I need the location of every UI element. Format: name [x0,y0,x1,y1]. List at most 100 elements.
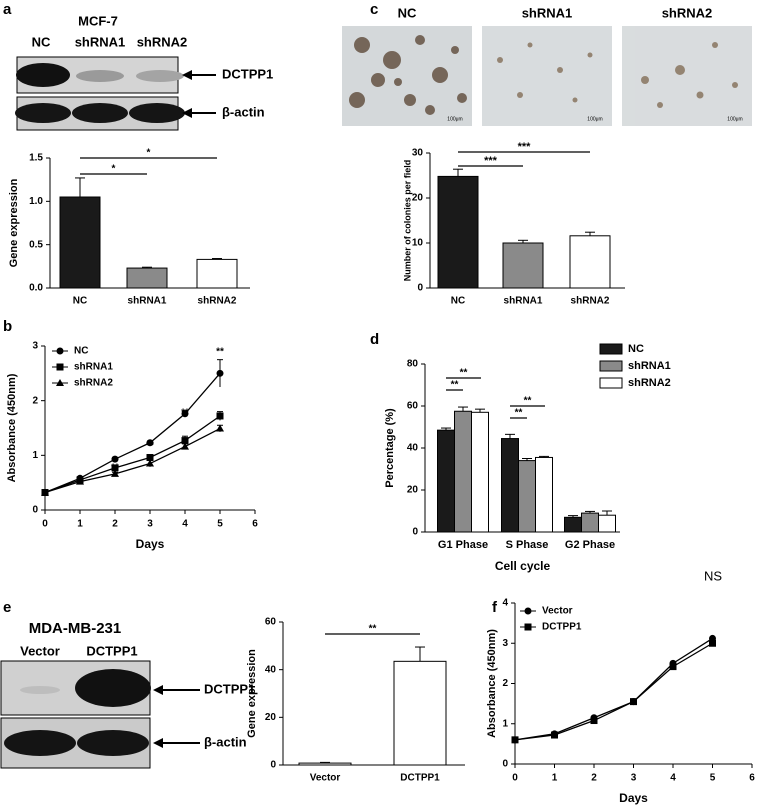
marker [146,454,154,462]
x-tick-label: 5 [710,773,716,784]
x-tick-label: DCTPP1 [400,773,440,784]
bar [59,196,101,289]
x-tick-label: G2 Phase [565,539,615,551]
legend-label: Vector [542,606,573,617]
colony-image [482,26,612,126]
y-tick-label: 2 [502,678,508,689]
bar [126,267,168,289]
panel-label: c [370,1,378,18]
legend-marker [56,363,64,371]
panel-label: b [3,318,12,335]
x-tick-label: 2 [112,519,118,530]
x-tick-label: NC [73,296,87,307]
y-tick-label: 20 [412,193,424,204]
significance-label: ** [515,408,523,419]
cell-line: MDA-MB-231 [29,620,122,637]
panel-label: d [370,331,379,348]
y-tick-label: 10 [412,238,424,249]
bar [454,410,472,533]
bar [518,460,536,533]
cell-line: MCF-7 [78,13,118,28]
y-axis-label: Gene expression [8,178,20,267]
x-axis-label: Days [619,791,648,805]
panel-label: a [3,1,12,18]
bar [581,512,599,533]
y-tick-label: 60 [407,401,419,412]
y-tick-label: 20 [407,485,419,496]
legend-marker [524,607,532,615]
marker [181,437,189,445]
significance-label: ** [460,368,468,379]
lane-label: NC [32,34,51,49]
marker [146,439,154,447]
legend-marker [56,379,64,386]
x-tick-label: shRNA1 [504,296,543,307]
lane-label: shRNA2 [137,34,188,49]
significance-label: ** [451,380,459,391]
legend-swatch [599,360,623,372]
x-tick-label: NC [451,296,465,307]
y-tick-label: 1 [32,450,38,461]
marker [216,412,224,420]
legend-swatch [599,377,623,389]
x-tick-label: 3 [631,773,637,784]
y-tick-label: 3 [502,638,508,649]
significance-label: ** [216,347,224,358]
y-tick-label: 0 [270,760,276,771]
line [44,415,221,494]
lane-label: shRNA1 [75,34,126,49]
significance-label: ** [146,441,154,452]
marker [181,442,189,450]
bar [535,456,553,533]
bar [437,175,479,289]
bar [196,258,238,289]
y-tick-label: 40 [407,443,419,454]
legend-label: shRNA1 [74,362,113,373]
x-tick-label: shRNA2 [571,296,610,307]
significance-label: ** [524,396,532,407]
colony-image [342,26,472,126]
scale-bar: 100μm [587,116,602,122]
y-tick-label: 1 [502,718,508,729]
x-tick-label: 0 [512,773,518,784]
bar [393,660,447,766]
x-tick-label: 4 [182,519,188,530]
lane-label: shRNA1 [522,5,573,20]
marker [111,469,119,477]
y-tick-label: 0 [502,759,508,770]
marker [216,369,224,377]
blot [15,56,216,131]
lane-label: Vector [20,643,60,658]
panel-label: e [3,599,11,616]
y-axis-label: Absorbance (450nm) [6,373,18,482]
legend-label: NC [74,346,88,357]
y-tick-label: 3 [32,341,38,352]
legend-label: DCTPP1 [542,622,582,633]
x-tick-label: S Phase [506,539,549,551]
y-axis-label: Absorbance (450nm) [486,629,498,738]
x-tick-label: 0 [42,519,48,530]
line [44,427,221,494]
band-label: DCTPP1 [222,66,273,81]
band-label: β-actin [222,104,265,119]
x-tick-label: 4 [670,773,676,784]
marker [111,464,119,472]
y-tick-label: 1.0 [29,196,43,207]
band-label: β-actin [204,734,247,749]
marker [181,410,189,418]
marker [76,477,84,485]
legend-label: shRNA2 [74,378,113,389]
significance-label: NS [704,568,722,583]
x-tick-label: 1 [77,519,83,530]
x-axis-label: Cell cycle [495,559,551,573]
line [514,637,713,741]
legend-swatch [599,343,623,355]
legend-label: shRNA1 [628,360,671,372]
legend-marker [56,347,64,355]
band-label: DCTPP1 [204,681,255,696]
y-tick-label: 1.5 [29,153,43,164]
bar [569,235,611,289]
legend-label: shRNA2 [628,377,671,389]
